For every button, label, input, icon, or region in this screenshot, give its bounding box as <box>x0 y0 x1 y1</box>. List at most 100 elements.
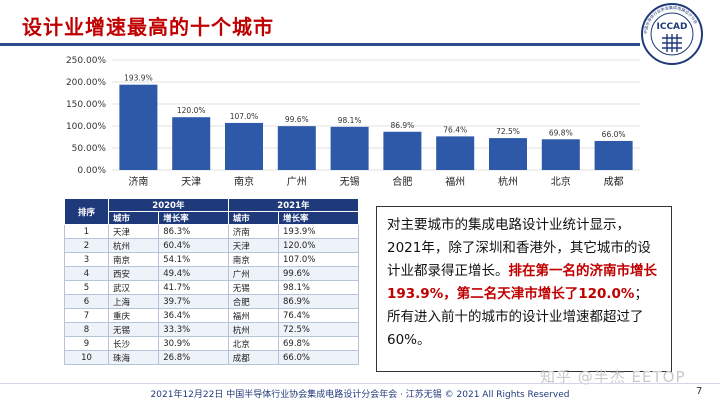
x-tick-label: 北京 <box>551 175 571 188</box>
data-label: 76.4% <box>443 125 467 134</box>
x-tick-label: 广州 <box>287 176 307 188</box>
city-cell: 南京 <box>227 252 280 267</box>
bar <box>541 139 580 170</box>
city-cell: 无锡 <box>227 280 280 295</box>
y-tick-label: 50.00% <box>72 144 107 154</box>
data-label: 66.0% <box>602 130 626 139</box>
summary-textbox: 对主要城市的集成电路设计业统计显示，2021年，除了深圳和香港外，其它城市的设计… <box>376 206 672 372</box>
summary-text: 对主要城市的集成电路设计业统计显示，2021年，除了深圳和香港外，其它城市的设计… <box>387 217 651 279</box>
city-cell: 长沙 <box>107 336 160 351</box>
rank-cell: 1 <box>64 224 109 239</box>
rate-cell: 76.4% <box>278 308 359 323</box>
bar <box>224 122 264 170</box>
data-label: 98.1% <box>338 116 362 125</box>
x-tick-label: 成都 <box>604 176 624 188</box>
rate-cell: 41.7% <box>158 280 229 295</box>
page-title: 设计业增速最高的十个城市 <box>22 15 274 39</box>
data-label: 107.0% <box>230 112 259 121</box>
city-cell: 天津 <box>227 238 280 253</box>
rate-cell: 193.9% <box>278 224 359 239</box>
table-row: 1 天津 86.3% 济南 193.9% <box>64 224 359 239</box>
rate-cell: 99.6% <box>278 266 359 281</box>
rank-cell: 6 <box>64 294 109 309</box>
y-tick-label: 100.00% <box>66 122 106 132</box>
rate-cell: 86.3% <box>158 224 229 239</box>
watermark: 知乎 @半杰 EETOP <box>540 368 686 386</box>
data-label: 72.5% <box>496 127 520 136</box>
rate-cell: 54.1% <box>158 252 229 267</box>
x-tick-label: 南京 <box>234 175 254 188</box>
table-row: 2 杭州 60.4% 天津 120.0% <box>64 238 359 253</box>
rate-cell: 49.4% <box>158 266 229 281</box>
x-tick-label: 济南 <box>128 175 148 188</box>
table-row: 6 上海 39.7% 合肥 86.9% <box>64 294 359 309</box>
table-row: 10 珠海 26.8% 成都 66.0% <box>64 350 359 365</box>
rate-cell: 120.0% <box>278 238 359 253</box>
rate-cell: 60.4% <box>158 238 229 253</box>
rank-header: 排序 <box>64 198 109 225</box>
rate-cell: 33.3% <box>158 322 229 337</box>
city-cell: 重庆 <box>107 308 160 323</box>
data-label: 193.9% <box>124 74 153 83</box>
rate-cell: 69.8% <box>278 336 359 351</box>
year-2021-header: 2021年 <box>227 198 360 212</box>
rate-cell: 36.4% <box>158 308 229 323</box>
city-cell: 南京 <box>107 252 160 267</box>
y-tick-label: 150.00% <box>66 100 106 110</box>
x-tick-label: 杭州 <box>498 175 518 188</box>
y-tick-label: 0.00% <box>77 166 106 176</box>
data-label: 99.6% <box>285 115 309 124</box>
city-cell: 成都 <box>227 350 280 365</box>
bar <box>436 136 475 170</box>
bar <box>594 140 633 170</box>
city-cell: 合肥 <box>227 294 280 309</box>
table-row: 4 西安 49.4% 广州 99.6% <box>64 266 359 281</box>
x-tick-label: 无锡 <box>340 175 360 188</box>
bar <box>383 131 422 170</box>
x-tick-label: 福州 <box>445 175 465 188</box>
rank-cell: 7 <box>64 308 109 323</box>
city-cell: 杭州 <box>107 238 160 253</box>
city-2021-header: 城市 <box>227 211 280 225</box>
table-row: 9 长沙 30.9% 北京 69.8% <box>64 336 359 351</box>
rate-cell: 39.7% <box>158 294 229 309</box>
city-cell: 武汉 <box>107 280 160 295</box>
city-2020-header: 城市 <box>107 211 160 225</box>
summary-text-end: ；所有进入前十的城市的设计业增速都超过了60%。 <box>387 286 648 348</box>
city-cell: 无锡 <box>107 322 160 337</box>
x-tick-label: 合肥 <box>392 175 412 188</box>
rank-cell: 8 <box>64 322 109 337</box>
rate-2021-header: 增长率 <box>278 211 359 225</box>
rank-cell: 4 <box>64 266 109 281</box>
bar <box>172 117 211 170</box>
city-cell: 上海 <box>107 294 160 309</box>
rank-cell: 10 <box>64 350 109 365</box>
data-label: 120.0% <box>177 106 206 115</box>
summary-highlight: 排在第一名的济南市增长193.9%，第二名天津市增长了120.0% <box>387 263 657 302</box>
table-row: 5 武汉 41.7% 无锡 98.1% <box>64 280 359 295</box>
rate-2020-header: 增长率 <box>158 211 229 225</box>
rank-cell: 3 <box>64 252 109 267</box>
rank-cell: 2 <box>64 238 109 253</box>
city-cell: 西安 <box>107 266 160 281</box>
logo-text: ICCAD <box>657 22 688 32</box>
rate-cell: 98.1% <box>278 280 359 295</box>
city-cell: 北京 <box>227 336 280 351</box>
footer-divider <box>0 383 720 384</box>
y-tick-label: 200.00% <box>66 78 106 88</box>
ranking-table: 排序 2020年 2021年 城市 增长率 城市 增长率 1 天津 86.3% … <box>64 198 360 376</box>
bar <box>119 84 158 170</box>
city-cell: 杭州 <box>227 322 280 337</box>
bar <box>488 138 528 170</box>
footer-text: 2021年12月22日 中国半导体行业协会集成电路设计分会年会 · 江苏无锡 ©… <box>150 390 570 400</box>
rate-cell: 30.9% <box>158 336 229 351</box>
x-tick-label: 天津 <box>181 176 201 188</box>
table-row: 7 重庆 36.4% 福州 76.4% <box>64 308 359 323</box>
data-label: 86.9% <box>390 121 414 130</box>
bar <box>330 126 369 170</box>
city-cell: 福州 <box>227 308 280 323</box>
bar <box>277 126 316 170</box>
rate-cell: 66.0% <box>278 350 359 365</box>
rate-cell: 107.0% <box>278 252 359 267</box>
